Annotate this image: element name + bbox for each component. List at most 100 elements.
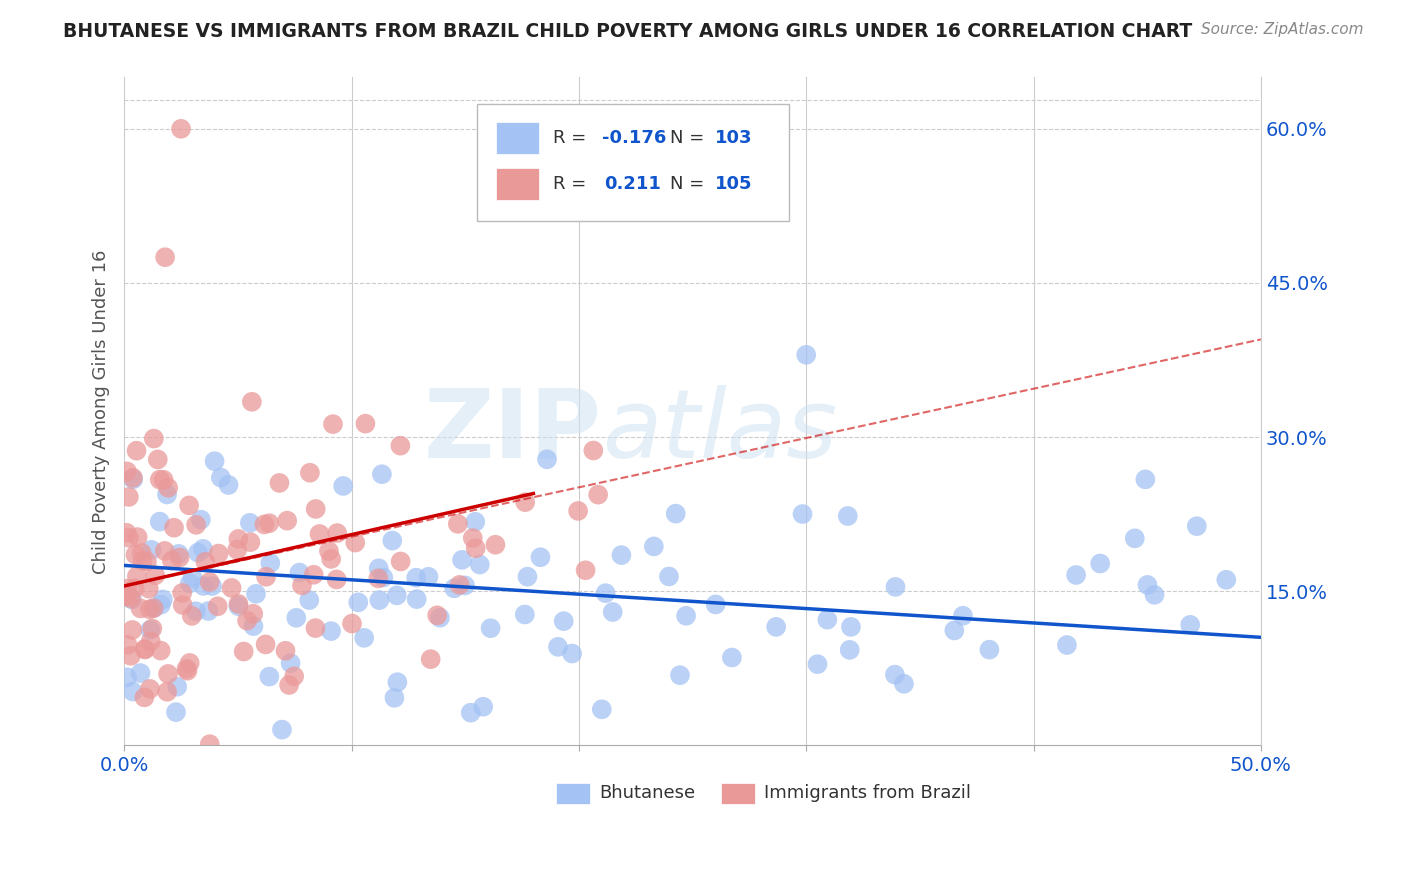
Point: [461, 531, 484, 545]
Point: [232, 644, 254, 658]
Point: [354, 417, 377, 431]
Point: [115, 464, 138, 478]
Point: [228, 532, 250, 546]
Point: [665, 507, 688, 521]
Point: [194, 555, 217, 569]
Point: [308, 527, 330, 541]
Point: [117, 582, 139, 596]
Point: [371, 467, 394, 482]
Point: [131, 546, 153, 560]
Point: [118, 490, 141, 504]
Point: [201, 579, 224, 593]
Point: [242, 619, 264, 633]
Point: [115, 525, 138, 540]
Point: [120, 591, 142, 606]
Point: [567, 504, 589, 518]
Point: [484, 538, 506, 552]
Point: [157, 667, 180, 681]
Point: [117, 638, 139, 652]
Point: [291, 578, 314, 592]
Point: [129, 666, 152, 681]
Point: [120, 648, 142, 663]
Point: [142, 432, 165, 446]
Point: [468, 558, 491, 572]
Point: [239, 516, 262, 530]
Point: [347, 595, 370, 609]
Point: [198, 737, 221, 751]
Point: [157, 481, 180, 495]
Point: [574, 563, 596, 577]
Point: [125, 443, 148, 458]
Point: [464, 515, 486, 529]
Point: [226, 542, 249, 557]
Point: [838, 643, 860, 657]
Point: [149, 598, 172, 612]
Point: [146, 452, 169, 467]
Point: [218, 478, 240, 492]
Point: [319, 624, 342, 639]
Point: [675, 608, 697, 623]
Point: [176, 664, 198, 678]
Point: [794, 348, 817, 362]
Point: [419, 652, 441, 666]
Text: N =: N =: [669, 176, 710, 194]
Point: [513, 607, 536, 622]
Point: [121, 592, 143, 607]
Point: [1143, 588, 1166, 602]
Point: [806, 657, 828, 672]
Point: [118, 531, 141, 545]
Point: [704, 598, 727, 612]
Point: [259, 556, 281, 570]
Text: R =: R =: [553, 128, 592, 146]
Point: [197, 604, 219, 618]
Point: [170, 121, 193, 136]
Point: [883, 667, 905, 681]
Point: [815, 613, 838, 627]
Point: [837, 508, 859, 523]
Point: [943, 624, 966, 638]
Point: [236, 614, 259, 628]
Point: [228, 599, 250, 614]
Point: [472, 699, 495, 714]
Point: [240, 394, 263, 409]
Point: [139, 634, 162, 648]
Point: [115, 590, 138, 604]
Text: N =: N =: [669, 128, 710, 146]
Point: [193, 579, 215, 593]
Point: [207, 547, 229, 561]
Text: -0.176: -0.176: [602, 128, 666, 146]
Point: [305, 502, 328, 516]
Text: 103: 103: [716, 128, 752, 146]
Point: [121, 684, 143, 698]
Text: ZIP: ZIP: [423, 384, 602, 478]
Point: [169, 550, 191, 565]
Text: 0.211: 0.211: [605, 176, 661, 194]
Point: [163, 521, 186, 535]
Point: [274, 644, 297, 658]
Point: [143, 568, 166, 582]
Point: [122, 472, 145, 486]
Point: [952, 608, 974, 623]
Point: [1123, 532, 1146, 546]
Point: [131, 554, 153, 568]
Point: [141, 622, 163, 636]
Point: [141, 542, 163, 557]
Point: [134, 642, 156, 657]
Point: [283, 669, 305, 683]
Point: [259, 516, 281, 531]
Text: Immigrants from Brazil: Immigrants from Brazil: [763, 784, 972, 802]
Point: [389, 439, 412, 453]
Point: [464, 541, 486, 556]
Point: [643, 540, 665, 554]
Point: [124, 548, 146, 562]
Point: [447, 516, 470, 531]
Point: [207, 599, 229, 614]
Point: [344, 535, 367, 549]
Point: [1180, 618, 1202, 632]
FancyBboxPatch shape: [557, 782, 591, 804]
Point: [979, 642, 1001, 657]
Point: [191, 541, 214, 556]
Point: [591, 702, 613, 716]
Point: [839, 620, 862, 634]
Point: [180, 608, 202, 623]
